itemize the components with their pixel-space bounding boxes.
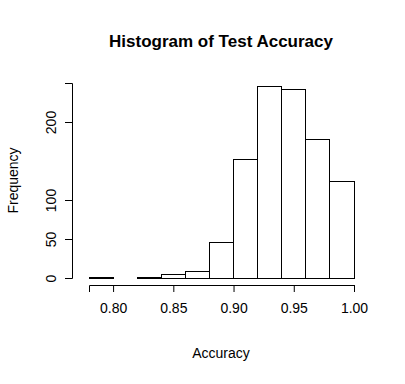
y-tick: 0: [43, 274, 72, 282]
x-tick-label: 0.80: [100, 300, 127, 316]
bar: [161, 274, 185, 278]
x-tick-mark: [113, 285, 114, 292]
y-tick-mark: [65, 200, 72, 201]
y-axis: 0 50 100 200: [43, 84, 73, 283]
x-tick: 0.85: [160, 285, 187, 316]
y-tick-mark: [65, 122, 72, 123]
y-tick-label: 0: [43, 274, 59, 282]
x-tick-mark: [173, 285, 174, 292]
bars: [89, 86, 354, 278]
bar: [209, 242, 233, 278]
x-tick-label: 0.90: [220, 300, 247, 316]
bar: [113, 278, 137, 279]
x-tick: 0.95: [281, 285, 308, 316]
y-axis-title: Frequency: [5, 147, 21, 213]
y-tick-label: 200: [43, 111, 59, 135]
y-axis-line: [65, 84, 73, 279]
x-tick: 1.00: [341, 285, 368, 316]
y-tick-mark: [65, 278, 72, 279]
x-tick-label: 0.95: [281, 300, 308, 316]
x-tick-mark: [234, 285, 235, 292]
y-tick: 200: [43, 111, 72, 135]
x-axis: 0.80 0.85 0.90 0.95 1.00: [90, 285, 369, 316]
x-tick-mark: [294, 285, 295, 292]
x-tick: 0.80: [100, 285, 127, 316]
x-tick-label: 1.00: [341, 300, 368, 316]
y-tick-mark: [65, 239, 72, 240]
y-tick-label: 100: [43, 189, 59, 213]
x-axis-title: Accuracy: [192, 345, 250, 361]
title: Histogram of Test Accuracy: [109, 32, 333, 51]
bar: [185, 272, 209, 278]
chart: 0.80 0.85 0.90 0.95 1.00 0 50 100 200 Histogram o…: [0, 0, 405, 384]
bar: [330, 181, 354, 278]
bar: [137, 277, 161, 279]
bar: [306, 139, 330, 278]
x-tick: 0.90: [220, 285, 247, 316]
x-tick-mark: [354, 285, 355, 292]
bar: [282, 89, 306, 278]
y-tick: 100: [43, 189, 72, 213]
y-tick: 50: [43, 232, 72, 248]
bar: [234, 159, 258, 278]
x-axis-line: [90, 286, 355, 293]
x-tick-label: 0.85: [160, 300, 187, 316]
bar: [89, 277, 113, 279]
y-tick-label: 50: [43, 232, 59, 248]
bar: [258, 86, 282, 278]
